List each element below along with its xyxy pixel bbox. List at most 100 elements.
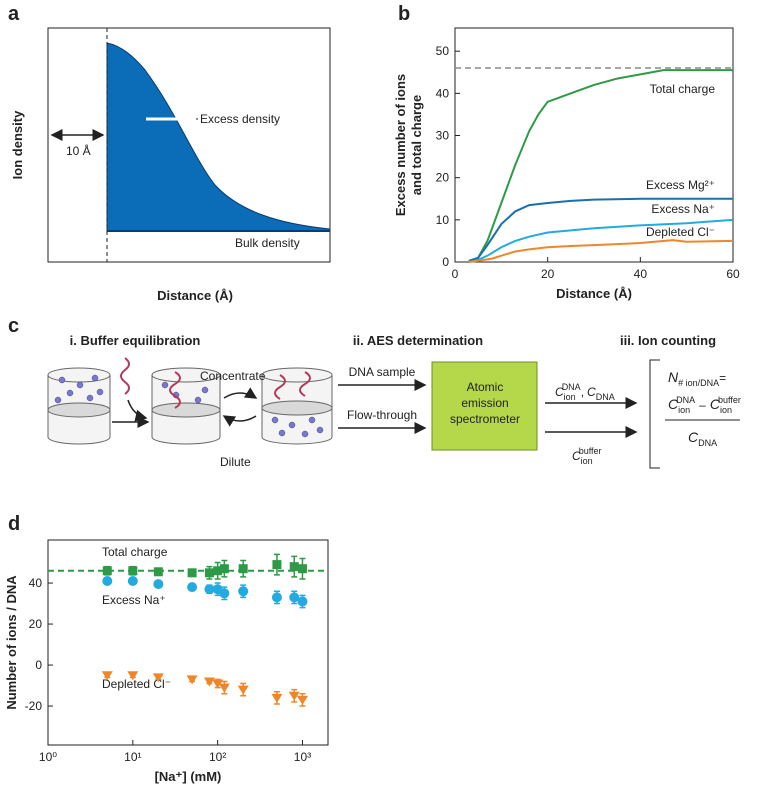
bulk-label: Bulk density xyxy=(235,236,300,250)
y-tick-label: 0 xyxy=(35,658,42,672)
x-tick-label: 40 xyxy=(634,267,648,281)
instrument-box xyxy=(431,361,538,451)
sub: ion xyxy=(581,456,593,466)
point xyxy=(127,671,139,681)
panel-a: a 10 Å Excess density Bulk density Ion d… xyxy=(8,3,331,303)
y-tick-label: -20 xyxy=(25,699,43,713)
y-tick-label: 40 xyxy=(436,86,450,100)
arrow xyxy=(127,399,148,422)
point xyxy=(271,592,282,603)
series-label: Excess Na⁺ xyxy=(102,593,166,607)
step-title: iii. Ion counting xyxy=(620,333,716,348)
point xyxy=(238,586,249,597)
arrow xyxy=(223,387,258,399)
line xyxy=(468,218,734,263)
panel-label: b xyxy=(398,3,410,25)
x-tick-label: 20 xyxy=(541,267,555,281)
x-tick-label: 10¹ xyxy=(124,750,141,764)
point xyxy=(127,576,138,586)
x-tick-label: 10⁰ xyxy=(39,750,57,764)
x-axis-label: Distance (Å) xyxy=(157,288,233,303)
formula: CDNA xyxy=(688,429,717,448)
x-tick-label: 10³ xyxy=(294,750,311,764)
ions xyxy=(54,374,324,438)
instrument-label: emission xyxy=(461,396,508,410)
panel-c: c i. Buffer equilibration ii. AES determ… xyxy=(8,315,741,469)
y-axis-label: Ion density xyxy=(10,110,25,179)
point xyxy=(297,596,308,607)
y-axis-label: Excess number of ions xyxy=(393,74,408,216)
series-label: Depleted Cl⁻ xyxy=(102,677,171,691)
panel-label: d xyxy=(8,513,20,535)
point xyxy=(204,568,214,578)
sym: C xyxy=(572,449,581,463)
bracket xyxy=(649,359,660,469)
sub: ion xyxy=(678,405,690,415)
point xyxy=(102,566,112,576)
sym: C xyxy=(587,385,596,399)
point xyxy=(218,683,230,693)
plot-frame xyxy=(454,27,734,263)
point xyxy=(153,579,164,590)
point xyxy=(296,695,308,705)
step-title: ii. AES determination xyxy=(353,333,483,348)
x-axis-label: Distance (Å) xyxy=(556,286,632,301)
instrument-label: Atomic xyxy=(467,380,504,394)
sup: buffer xyxy=(718,395,741,405)
point xyxy=(271,693,283,703)
point xyxy=(238,564,248,574)
series-label: Excess Mg²⁺ xyxy=(646,178,715,192)
sub: # ion/DNA xyxy=(678,378,719,388)
point xyxy=(204,584,215,595)
sup: buffer xyxy=(579,446,602,456)
sym: C xyxy=(668,396,679,412)
point xyxy=(128,566,138,576)
point xyxy=(186,675,198,685)
sup: DNA xyxy=(562,382,581,392)
y-tick-label: 20 xyxy=(436,171,450,185)
excess-area xyxy=(106,42,331,232)
sym: C xyxy=(555,385,564,399)
point xyxy=(219,564,229,574)
instrument-label: spectrometer xyxy=(450,412,520,426)
x-axis-label: [Na⁺] (mM) xyxy=(155,769,222,784)
series-label: Depleted Cl⁻ xyxy=(646,225,715,239)
sym: C xyxy=(688,429,699,445)
point xyxy=(187,582,198,593)
point xyxy=(289,592,300,603)
formula: CionDNA – Cionbuffer xyxy=(668,395,741,415)
x-tick-label: 0 xyxy=(452,267,459,281)
point xyxy=(213,566,223,576)
line xyxy=(468,197,733,263)
gap-label: 10 Å xyxy=(66,143,91,158)
y-tick-label: 30 xyxy=(436,129,450,143)
point xyxy=(153,567,163,577)
point xyxy=(237,685,249,695)
point xyxy=(212,679,224,689)
point xyxy=(288,691,300,701)
step-label: Dilute xyxy=(220,455,251,469)
point xyxy=(101,671,113,681)
series-label: Total charge xyxy=(650,82,716,96)
formula: Cionbuffer xyxy=(572,446,602,466)
y-tick-label: 0 xyxy=(442,255,449,269)
y-tick-label: 20 xyxy=(29,617,43,631)
flow-label: Flow-through xyxy=(347,408,417,422)
sym: , xyxy=(581,385,584,399)
sub: DNA xyxy=(596,392,615,402)
panel-label: c xyxy=(8,315,19,337)
line xyxy=(468,69,733,262)
sub: ion xyxy=(720,405,732,415)
line xyxy=(468,239,734,263)
formula: N# ion/DNA= xyxy=(668,369,726,388)
flow-label: DNA sample xyxy=(349,365,416,379)
y-axis-label: Number of ions / DNA xyxy=(4,575,19,710)
series-label: Excess Na⁺ xyxy=(651,202,715,216)
point xyxy=(187,568,197,578)
sup: DNA xyxy=(676,395,695,405)
series-label: Total charge xyxy=(102,545,168,559)
y-tick-label: 40 xyxy=(29,576,43,590)
panel-label: a xyxy=(8,3,20,25)
point xyxy=(289,562,299,572)
